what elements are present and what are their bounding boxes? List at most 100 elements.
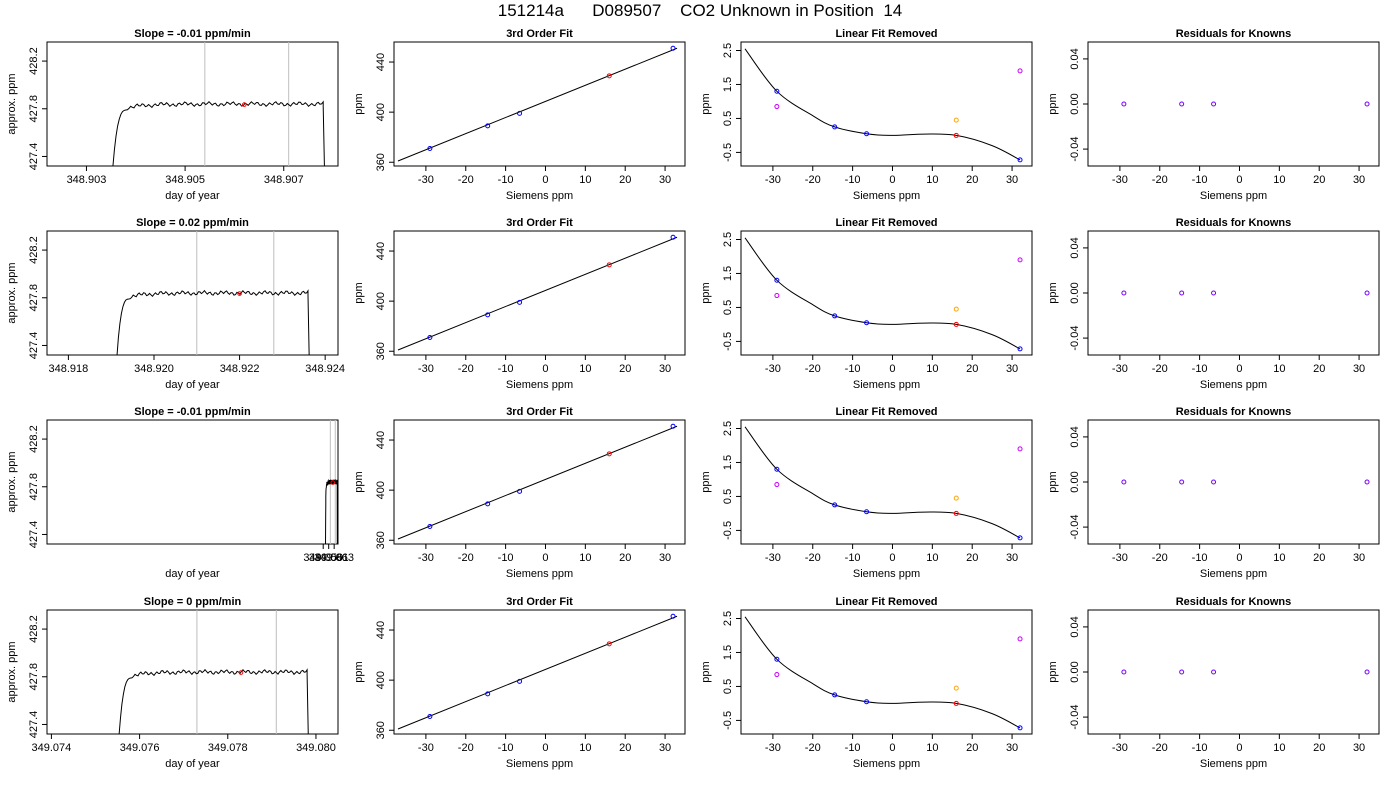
x-axis-label: day of year <box>165 758 220 770</box>
data-point <box>832 502 838 508</box>
data-layer <box>397 234 678 351</box>
x-tick-label: -30 <box>765 552 781 564</box>
y-tick-label: 400 <box>375 292 387 310</box>
y-axis-label: ppm <box>353 93 365 114</box>
x-axis-label: day of year <box>165 568 220 580</box>
y-axis-label: approx. ppm <box>6 641 18 702</box>
plot-frame <box>740 419 1033 545</box>
data-point <box>485 123 491 129</box>
x-tick-label: 348.907 <box>264 174 304 186</box>
y-tick-label: 2.5 <box>722 232 734 247</box>
x-tick-label: 10 <box>579 174 591 186</box>
data-point <box>864 131 870 137</box>
figure-title: 151214a D089507 CO2 Unknown in Position … <box>497 1 903 20</box>
x-tick-label: 30 <box>1353 742 1365 754</box>
data-layer <box>325 420 338 544</box>
x-tick-label: -30 <box>418 174 434 186</box>
y-axis-label: ppm <box>353 471 365 492</box>
y-tick-label: 428.2 <box>28 615 40 643</box>
plot-frame <box>393 230 686 356</box>
x-tick-label: 349.061 <box>309 552 349 564</box>
x-tick-label: 0 <box>1236 742 1242 754</box>
chart-title: Residuals for Knowns <box>1176 406 1292 418</box>
fit-line <box>397 236 678 351</box>
data-point <box>517 299 523 305</box>
x-tick-label: 30 <box>1006 742 1018 754</box>
x-tick-label: -20 <box>458 552 474 564</box>
y-tick-label: 1.5 <box>722 455 734 470</box>
data-point <box>427 145 433 151</box>
x-tick-label: -30 <box>418 742 434 754</box>
data-point-marker <box>238 670 244 675</box>
data-point <box>670 45 676 51</box>
y-tick-label: 0.5 <box>722 679 734 694</box>
chart-panel-13: Slope = 0 ppm/min day of year approx. ppm 3… <box>6 596 339 770</box>
y-tick-label: 400 <box>375 481 387 499</box>
data-layer <box>397 45 678 162</box>
x-tick-label: 349.059 <box>303 552 343 564</box>
y-axis-label: ppm <box>1047 661 1059 682</box>
y-tick-label: 427.4 <box>28 521 40 549</box>
x-axis-label: Siemens ppm <box>506 568 573 580</box>
data-point <box>517 488 523 494</box>
data-point <box>832 124 838 130</box>
data-point <box>953 321 959 327</box>
x-tick-label: -10 <box>498 552 514 564</box>
data-point <box>774 466 780 472</box>
x-tick-label: 20 <box>619 552 631 564</box>
fit-curve <box>744 616 1021 729</box>
x-tick-label: -20 <box>458 363 474 375</box>
chart-panel-14: 3rd Order Fit Siemens ppm ppm -30 -20 -10 0 10 2… <box>353 596 686 770</box>
y-tick-label: 0.04 <box>1069 237 1081 258</box>
data-point <box>1179 479 1185 485</box>
x-axis-label: Siemens ppm <box>1200 190 1267 202</box>
chart-panel-16: Residuals for Knowns Siemens ppm ppm -30 -20… <box>1047 596 1380 770</box>
x-tick-label: 20 <box>619 363 631 375</box>
y-tick-label: 428.2 <box>28 47 40 75</box>
fit-curve <box>744 237 1021 350</box>
data-point <box>427 334 433 340</box>
x-tick-label: 30 <box>659 363 671 375</box>
plot-frame <box>1087 419 1380 545</box>
x-tick-label: -20 <box>1152 363 1168 375</box>
data-point-marker <box>241 102 247 107</box>
x-axis-label: Siemens ppm <box>853 758 920 770</box>
x-tick-label: 349.063 <box>314 552 354 564</box>
plot-frame <box>393 41 686 167</box>
data-point <box>832 313 838 319</box>
y-tick-label: -0.04 <box>1069 705 1081 730</box>
x-tick-label: 0 <box>1236 552 1242 564</box>
y-tick-label: 2.5 <box>722 43 734 58</box>
y-axis-label: ppm <box>700 282 712 303</box>
x-tick-label: -20 <box>1152 174 1168 186</box>
chart-panel-3: Linear Fit Removed Siemens ppm ppm -30 -20 -1… <box>700 28 1033 202</box>
chart-panel-1: Slope = -0.01 ppm/min day of year approx. … <box>6 28 339 202</box>
x-tick-label: 10 <box>1273 742 1285 754</box>
x-axis-label: Siemens ppm <box>1200 568 1267 580</box>
y-tick-label: 0.00 <box>1069 661 1081 682</box>
x-tick-label: 30 <box>659 742 671 754</box>
x-tick-label: -20 <box>1152 552 1168 564</box>
x-tick-label: -30 <box>418 552 434 564</box>
plot-frame <box>46 609 339 735</box>
data-layer <box>744 426 1023 541</box>
y-axis-label: ppm <box>700 661 712 682</box>
x-tick-label: 30 <box>659 174 671 186</box>
chart-title: 3rd Order Fit <box>506 217 573 229</box>
data-point <box>1017 346 1023 352</box>
y-tick-label: 2.5 <box>722 611 734 626</box>
x-axis-label: Siemens ppm <box>506 190 573 202</box>
x-tick-label: 0 <box>889 174 895 186</box>
chart-title: Slope = -0.01 ppm/min <box>134 406 251 418</box>
data-point <box>1211 669 1217 675</box>
data-point <box>485 312 491 318</box>
x-tick-label: 30 <box>1006 363 1018 375</box>
y-axis-label: ppm <box>1047 93 1059 114</box>
data-point-marker <box>237 291 242 296</box>
x-tick-label: 30 <box>1006 552 1018 564</box>
data-point <box>1364 669 1370 675</box>
y-tick-label: 0.04 <box>1069 48 1081 69</box>
chart-panel-7: Linear Fit Removed Siemens ppm ppm -30 -20 -1… <box>700 217 1033 391</box>
data-point <box>1017 636 1023 642</box>
